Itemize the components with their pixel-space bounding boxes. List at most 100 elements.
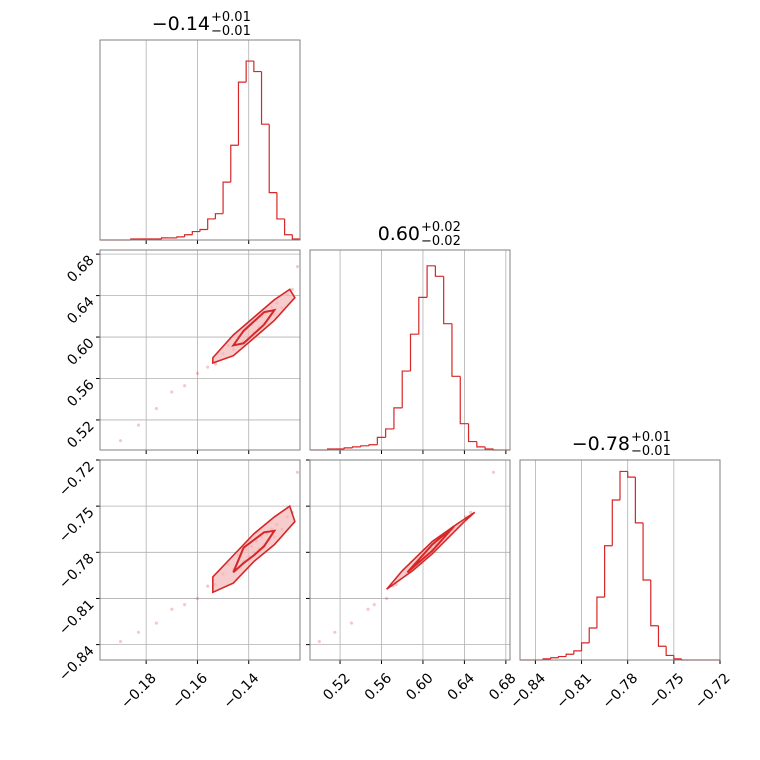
hist-bar	[627, 471, 636, 478]
hist-bar	[596, 596, 605, 628]
hist-bar	[253, 61, 262, 73]
sample-point	[372, 603, 376, 607]
hist-bar	[665, 646, 674, 657]
hist-bar	[191, 230, 200, 235]
title-upper: +0.01	[631, 430, 671, 445]
hist-bar	[207, 218, 216, 230]
sample-point	[195, 371, 200, 375]
hist-bar	[276, 192, 285, 220]
hist-bar	[284, 218, 293, 236]
y-tick-label: 0.56	[64, 377, 97, 410]
title-upper: +0.02	[421, 220, 461, 235]
x-tick-label: −0.14	[221, 670, 263, 712]
hist-bar	[650, 580, 659, 627]
hist-bar	[291, 234, 301, 240]
hist-bar	[268, 124, 277, 194]
x-tick-label: 0.60	[403, 670, 436, 703]
hist-bar	[451, 323, 461, 377]
contour	[212, 288, 296, 365]
hist-bar	[673, 655, 682, 660]
contour	[232, 529, 277, 574]
sample-point	[491, 470, 496, 474]
contour	[406, 525, 455, 574]
contour	[212, 504, 296, 594]
sample-point	[290, 287, 294, 291]
sample-point	[206, 584, 210, 588]
hist-bar	[580, 642, 590, 651]
hist-bar	[573, 650, 582, 655]
hist-bar	[343, 447, 353, 449]
y-tick-label: −0.75	[56, 504, 98, 546]
sample-point	[295, 264, 300, 269]
x-tick-label: −0.16	[169, 670, 211, 712]
hist-bar	[360, 445, 370, 447]
sample-point	[154, 621, 159, 625]
hist-bar	[557, 655, 567, 658]
x-tick-label: −0.78	[600, 670, 642, 712]
panel-title: −0.14	[152, 13, 210, 35]
sample-point	[118, 639, 123, 644]
hist-bar	[418, 296, 428, 335]
panel-title: −0.78	[572, 433, 630, 455]
hist-bar	[484, 446, 494, 450]
sample-point	[183, 384, 187, 388]
sample-point	[295, 470, 300, 474]
panel-frame	[99, 39, 301, 241]
contour	[231, 308, 277, 347]
hist-bar	[476, 441, 486, 448]
y-tick-label: 0.64	[64, 294, 97, 327]
sample-point	[317, 639, 321, 644]
hist-bar	[588, 627, 597, 643]
hist-bar	[619, 470, 628, 500]
hist-bar	[426, 265, 436, 298]
hist-bar	[230, 144, 239, 183]
contour	[386, 511, 476, 590]
hist-bar	[351, 446, 361, 448]
hist-bar	[443, 276, 452, 325]
sample-point	[154, 406, 159, 411]
sample-point	[170, 607, 174, 611]
hist-bar	[176, 236, 185, 238]
hist-bar	[222, 181, 231, 214]
sample-point	[136, 423, 141, 427]
sample-point	[195, 596, 200, 601]
hist-bar	[385, 428, 394, 438]
sample-point	[183, 603, 187, 607]
title-lower: −0.01	[631, 444, 671, 459]
hist-bar	[376, 436, 386, 445]
hist-bar	[245, 60, 254, 83]
x-tick-label: −0.75	[646, 670, 688, 712]
sample-point	[333, 630, 337, 634]
hist-bar	[565, 653, 574, 657]
hist-bar	[657, 625, 667, 647]
y-tick-label: 0.52	[64, 418, 97, 451]
hist-bar	[642, 522, 651, 581]
panel-frame	[519, 459, 721, 661]
x-tick-label: −0.72	[692, 670, 734, 712]
hist-bar	[550, 657, 559, 659]
hist-bar	[634, 477, 644, 524]
sample-point	[118, 439, 123, 443]
sample-point	[136, 630, 141, 634]
y-tick-label: −0.81	[56, 597, 98, 639]
hist-bar	[368, 444, 378, 446]
x-tick-label: 0.52	[320, 670, 353, 703]
hist-bar	[409, 333, 419, 372]
hist-bar	[260, 71, 270, 125]
title-lower: −0.02	[421, 234, 461, 249]
title-lower: −0.01	[211, 24, 251, 39]
hist-bar	[199, 228, 208, 232]
sample-point	[469, 510, 473, 514]
sample-point	[349, 621, 354, 625]
sample-point	[366, 607, 370, 611]
hist-bar	[604, 545, 613, 598]
sample-point	[213, 362, 217, 366]
sample-point	[385, 596, 389, 601]
y-tick-label: 0.60	[64, 335, 97, 368]
hist-bar	[611, 499, 620, 546]
panel-frame	[309, 459, 511, 661]
x-tick-label: 0.64	[445, 670, 478, 703]
x-tick-label: −0.81	[553, 670, 595, 712]
hist-bar	[184, 234, 193, 237]
title-upper: +0.01	[211, 10, 251, 25]
